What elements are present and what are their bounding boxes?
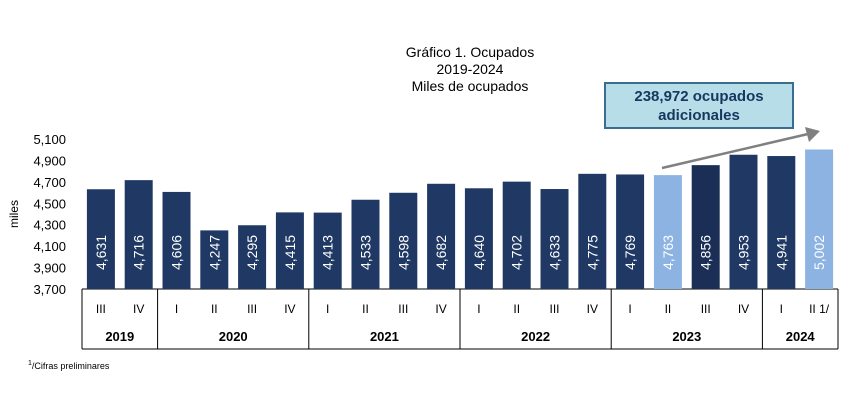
bar xyxy=(578,173,607,289)
bar-value-label: 4,247 xyxy=(206,235,222,270)
x-tick-label: III xyxy=(701,302,711,316)
x-tick-label: I xyxy=(326,302,329,316)
bar-value-label: 4,775 xyxy=(584,235,600,270)
title-line-2: 2019-2024 xyxy=(436,61,504,77)
bar xyxy=(767,156,796,289)
bar xyxy=(616,174,645,289)
y-tick-label: 3,900 xyxy=(33,261,66,276)
year-label: 2022 xyxy=(521,329,550,344)
x-tick-label: IV xyxy=(284,302,295,316)
x-tick-label: II xyxy=(211,302,218,316)
bar xyxy=(653,175,682,289)
bar xyxy=(540,189,569,289)
x-tick-label: IV xyxy=(435,302,446,316)
bar-value-label: 4,413 xyxy=(320,235,336,270)
bar xyxy=(729,154,758,289)
y-tick-label: 3,700 xyxy=(33,282,66,297)
bar xyxy=(238,225,267,289)
x-tick-label: II xyxy=(665,302,672,316)
footnote-mark: 1 xyxy=(28,360,32,367)
bar xyxy=(313,212,342,289)
year-label: 2020 xyxy=(219,329,248,344)
title-line-3: Miles de ocupados xyxy=(411,78,529,94)
y-tick-label: 4,500 xyxy=(33,196,66,211)
bar-value-label: 4,533 xyxy=(358,235,374,270)
y-tick-label: 5,100 xyxy=(33,132,66,147)
bar-value-label: 4,953 xyxy=(736,235,752,270)
bar-value-label: 4,598 xyxy=(395,235,411,270)
bar-value-label: 4,702 xyxy=(509,235,525,270)
x-tick-label: IV xyxy=(133,302,144,316)
chart-title: Gráfico 1. Ocupados 2019-2024 Miles de o… xyxy=(330,44,610,95)
bar-value-label: 4,856 xyxy=(698,235,714,270)
bar-value-label: 4,415 xyxy=(282,235,298,270)
bar xyxy=(124,180,153,289)
bar xyxy=(86,189,115,289)
x-tick-label: II xyxy=(513,302,520,316)
bar-value-label: 4,295 xyxy=(244,235,260,270)
footnote: 1/Cifras preliminares xyxy=(28,360,109,371)
bar-value-label: 4,640 xyxy=(471,235,487,270)
title-line-1: Gráfico 1. Ocupados xyxy=(405,44,535,60)
bar xyxy=(389,192,418,289)
x-tick-label: IV xyxy=(738,302,749,316)
bar-value-label: 4,716 xyxy=(131,235,147,270)
x-tick-label: II xyxy=(362,302,369,316)
bar-value-label: 4,606 xyxy=(169,235,185,270)
bar xyxy=(427,183,456,289)
bar-value-label: 4,941 xyxy=(773,235,789,270)
bar-value-label: 4,769 xyxy=(622,235,638,270)
bar xyxy=(275,212,304,289)
x-tick-label: III xyxy=(96,302,106,316)
x-tick-label: IV xyxy=(587,302,598,316)
annotation-callout: 238,972 ocupados adicionales xyxy=(604,82,794,129)
year-label: 2019 xyxy=(105,329,134,344)
annotation-line-2: adicionales xyxy=(658,106,740,124)
footnote-text: /Cifras preliminares xyxy=(31,361,110,371)
x-tick-label: III xyxy=(398,302,408,316)
y-tick-label: 4,300 xyxy=(33,218,66,233)
annotation-line-1: 238,972 ocupados xyxy=(634,87,764,105)
bar xyxy=(691,165,720,289)
x-tick-label: III xyxy=(247,302,257,316)
bar-value-label: 4,631 xyxy=(93,235,109,270)
bar-value-label: 4,633 xyxy=(547,235,563,270)
x-tick-label: II 1/ xyxy=(809,302,830,316)
x-tick-label: I xyxy=(628,302,631,316)
trend-arrow-line xyxy=(661,132,809,170)
x-tick-label: I xyxy=(477,302,480,316)
x-tick-label: I xyxy=(175,302,178,316)
y-tick-label: 4,100 xyxy=(33,239,66,254)
x-tick-label: III xyxy=(549,302,559,316)
bar xyxy=(502,181,531,289)
bar xyxy=(351,199,380,289)
bar-value-label: 5,002 xyxy=(811,235,827,270)
y-tick-label: 4,900 xyxy=(33,153,66,168)
bar xyxy=(200,230,229,289)
bar-value-label: 4,763 xyxy=(660,235,676,270)
bar xyxy=(464,188,493,289)
x-tick-label: I xyxy=(780,302,783,316)
year-label: 2023 xyxy=(672,329,701,344)
bar xyxy=(805,149,834,289)
year-label: 2024 xyxy=(786,329,816,344)
y-axis-label: miles xyxy=(7,200,21,228)
bar-value-label: 4,682 xyxy=(433,235,449,270)
trend-arrow-head xyxy=(805,127,820,142)
bar xyxy=(162,191,191,289)
y-tick-label: 4,700 xyxy=(33,175,66,190)
year-label: 2021 xyxy=(370,329,399,344)
